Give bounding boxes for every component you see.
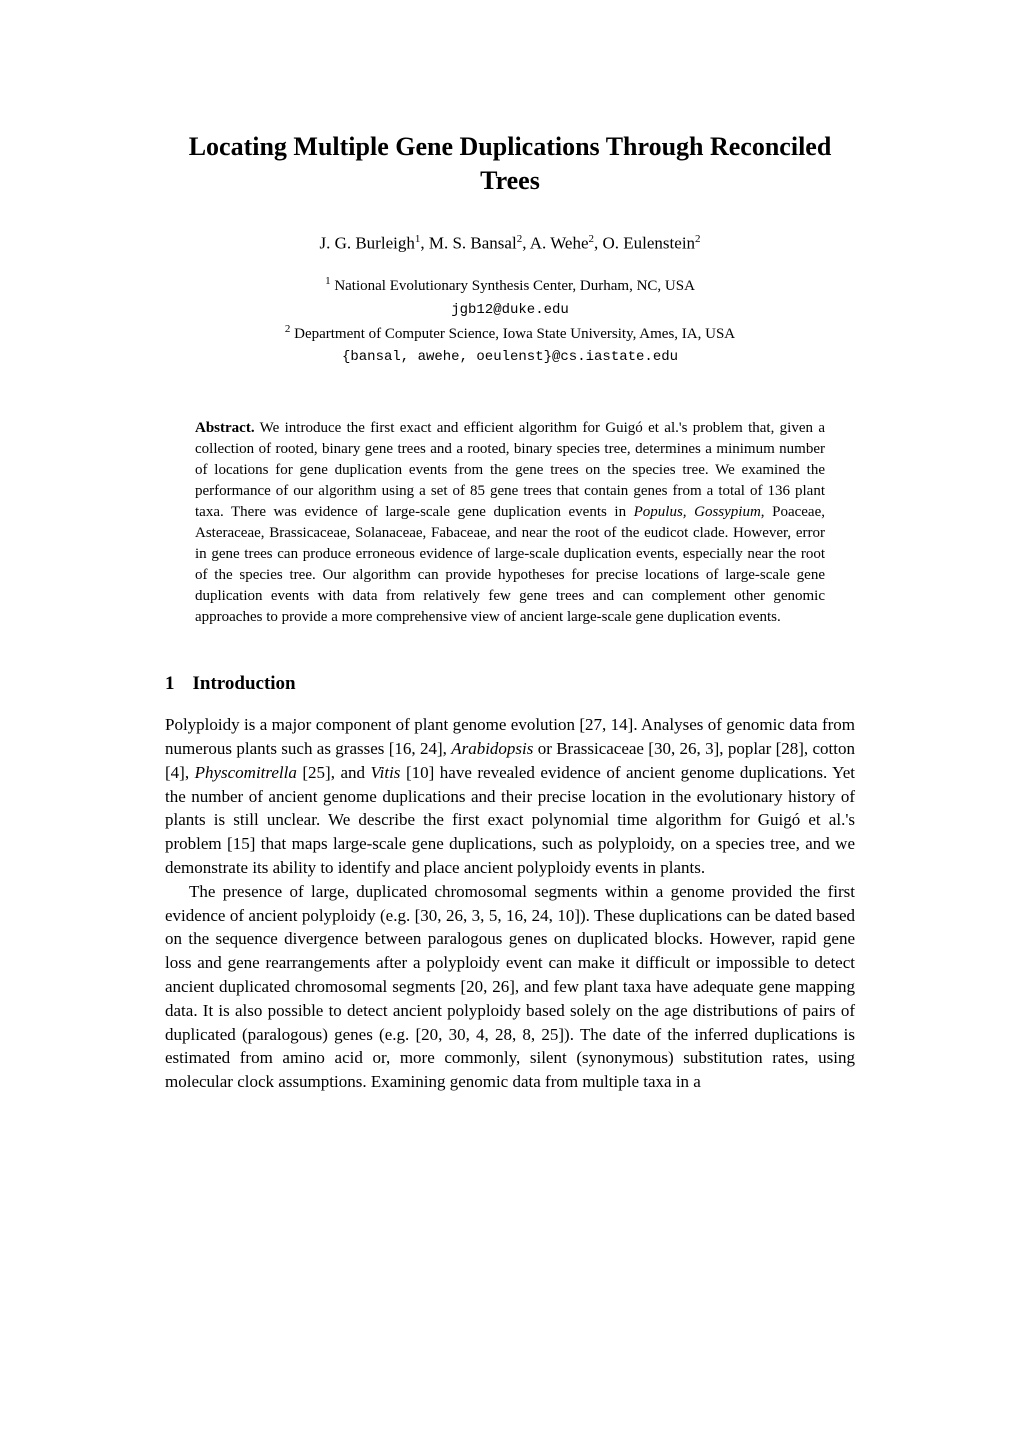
p1-t3: [25], and	[297, 763, 371, 782]
aff1-email: jgb12@duke.edu	[451, 302, 569, 318]
aff2-email: {bansal, awehe, oeulenst}@cs.iastate.edu	[342, 349, 678, 365]
aff1-sup: 1	[325, 275, 331, 287]
abstract-block: Abstract. We introduce the first exact a…	[195, 418, 825, 628]
author-2-sup: 2	[517, 233, 523, 245]
section-1-title: Introduction	[193, 673, 296, 694]
author-4: O. Eulenstein	[603, 233, 696, 252]
section-1-number: 1	[165, 673, 175, 694]
author-2: M. S. Bansal	[429, 233, 517, 252]
author-1: J. G. Burleigh	[319, 233, 414, 252]
author-4-sup: 2	[695, 233, 701, 245]
paragraph-2: The presence of large, duplicated chromo…	[165, 880, 855, 1094]
author-3: A. Wehe	[530, 233, 589, 252]
section-1-heading: 1 Introduction	[165, 673, 855, 695]
p2-t1: The presence of large, duplicated chromo…	[165, 882, 855, 1091]
abstract-label: Abstract.	[195, 420, 255, 436]
paper-title: Locating Multiple Gene Duplications Thro…	[165, 130, 855, 198]
body-text: Polyploidy is a major component of plant…	[165, 713, 855, 1094]
authors-line: J. G. Burleigh1, M. S. Bansal2, A. Wehe2…	[165, 233, 855, 254]
aff2-text: Department of Computer Science, Iowa Sta…	[294, 326, 735, 342]
aff2-sup: 2	[285, 323, 291, 335]
paragraph-1: Polyploidy is a major component of plant…	[165, 713, 855, 880]
author-1-sup: 1	[415, 233, 421, 245]
abstract-part2: , Poaceae, Asteraceae, Brassicaceae, Sol…	[195, 504, 825, 625]
p1-i2: Physcomitrella	[195, 763, 297, 782]
affiliations-block: 1 National Evolutionary Synthesis Center…	[165, 273, 855, 368]
aff1-text: National Evolutionary Synthesis Center, …	[334, 278, 695, 294]
p1-i3: Vitis	[371, 763, 401, 782]
abstract-italic1: Populus, Gossypium	[634, 504, 761, 520]
p1-i1: Arabidopsis	[451, 739, 533, 758]
author-3-sup: 2	[589, 233, 595, 245]
